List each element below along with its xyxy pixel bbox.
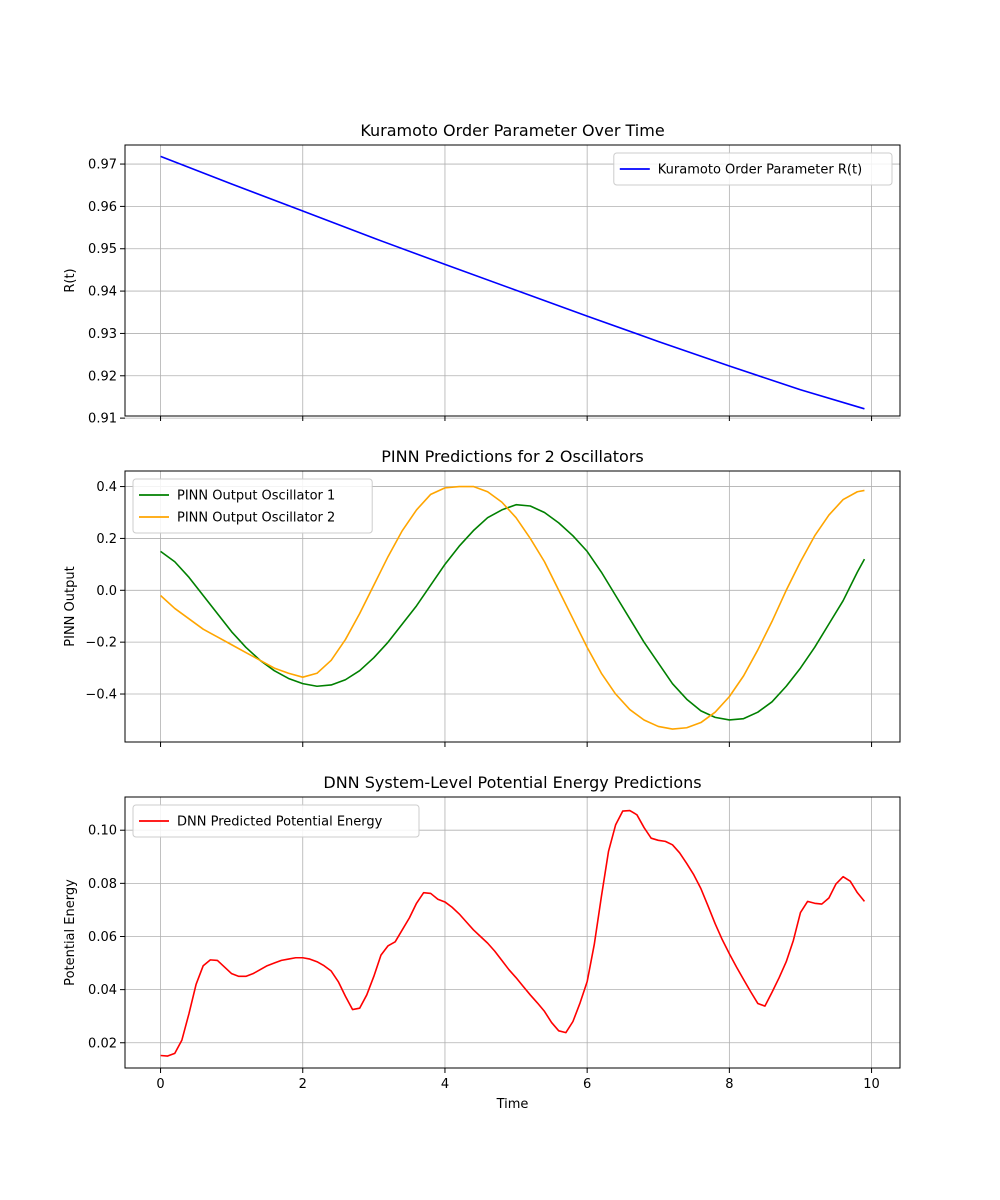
legend-box (132, 478, 373, 534)
series-line-1 (160, 503, 866, 721)
legend: PINN Output Oscillator 1 PINN Output Osci… (132, 478, 373, 534)
y-tick-label: 0.91 (88, 412, 117, 427)
legend-label: PINN Output Oscillator 2 (177, 511, 335, 526)
legend-box (132, 804, 420, 838)
x-tick-label: 8 (725, 1077, 733, 1092)
chart-title: PINN Predictions for 2 Oscillators (381, 447, 644, 466)
y-axis-label: R(t) (63, 268, 78, 292)
legend: Kuramoto Order Parameter R(t) (613, 152, 893, 186)
y-tick-label: −0.2 (85, 636, 117, 651)
x-axis-label: Time (496, 1097, 529, 1112)
legend-label: PINN Output Oscillator 1 (177, 489, 335, 504)
grid-lines (125, 145, 900, 419)
y-tick-label: 0.02 (88, 1036, 117, 1051)
chart-panel-1: 0.91 0.92 0.93 0.94 0.95 0.96 0.97 Kuramoto Ord… (63, 121, 901, 427)
legend: DNN Predicted Potential Energy (132, 804, 420, 838)
chart-title: Kuramoto Order Parameter Over Time (360, 121, 664, 140)
legend-label: Kuramoto Order Parameter R(t) (658, 163, 862, 178)
grid-lines (125, 797, 900, 1068)
x-tick-label: 4 (441, 1077, 449, 1092)
y-axis-label: PINN Output (63, 566, 78, 646)
y-tick-label: 0.92 (88, 369, 117, 384)
y-tick-label: 0.10 (88, 824, 117, 839)
x-tick-label: 10 (863, 1077, 880, 1092)
chart-title: DNN System-Level Potential Energy Predic… (323, 773, 701, 792)
series-line-1 (160, 155, 865, 410)
y-tick-label: 0.93 (88, 327, 117, 342)
axes-frame (124, 470, 901, 743)
y-tick-label: 0.08 (88, 877, 117, 892)
x-tick-label: 6 (583, 1077, 591, 1092)
y-tick-label: 0.04 (88, 983, 117, 998)
y-tick-label: 0.06 (88, 930, 117, 945)
y-axis-label: Potential Energy (63, 879, 78, 986)
y-tick-label: 0.97 (88, 158, 117, 173)
x-tick-label: 2 (299, 1077, 307, 1092)
chart-panel-3: 0 2 4 6 8 10 0.02 0.04 0.06 0.08 0.10 DNN System-Le… (63, 773, 901, 1112)
y-tick-label: 0.96 (88, 200, 117, 215)
chart-panel-2: −0.4 −0.2 0.0 0.2 0.4 PINN Predictions for 2 … (63, 447, 901, 747)
axes-frame (124, 796, 901, 1069)
x-tick-label: 0 (156, 1077, 164, 1092)
series-line-1 (160, 809, 866, 1057)
series-line-2 (160, 485, 865, 730)
y-tick-label: −0.4 (85, 688, 117, 703)
y-tick-label: 0.94 (88, 285, 117, 300)
y-tick-label: 0.0 (96, 584, 117, 599)
legend-box (613, 152, 893, 186)
legend-label: DNN Predicted Potential Energy (177, 815, 383, 830)
y-tick-label: 0.95 (88, 242, 117, 257)
axes-frame (124, 144, 901, 417)
y-tick-label: 0.4 (96, 480, 117, 495)
y-tick-label: 0.2 (96, 532, 117, 547)
